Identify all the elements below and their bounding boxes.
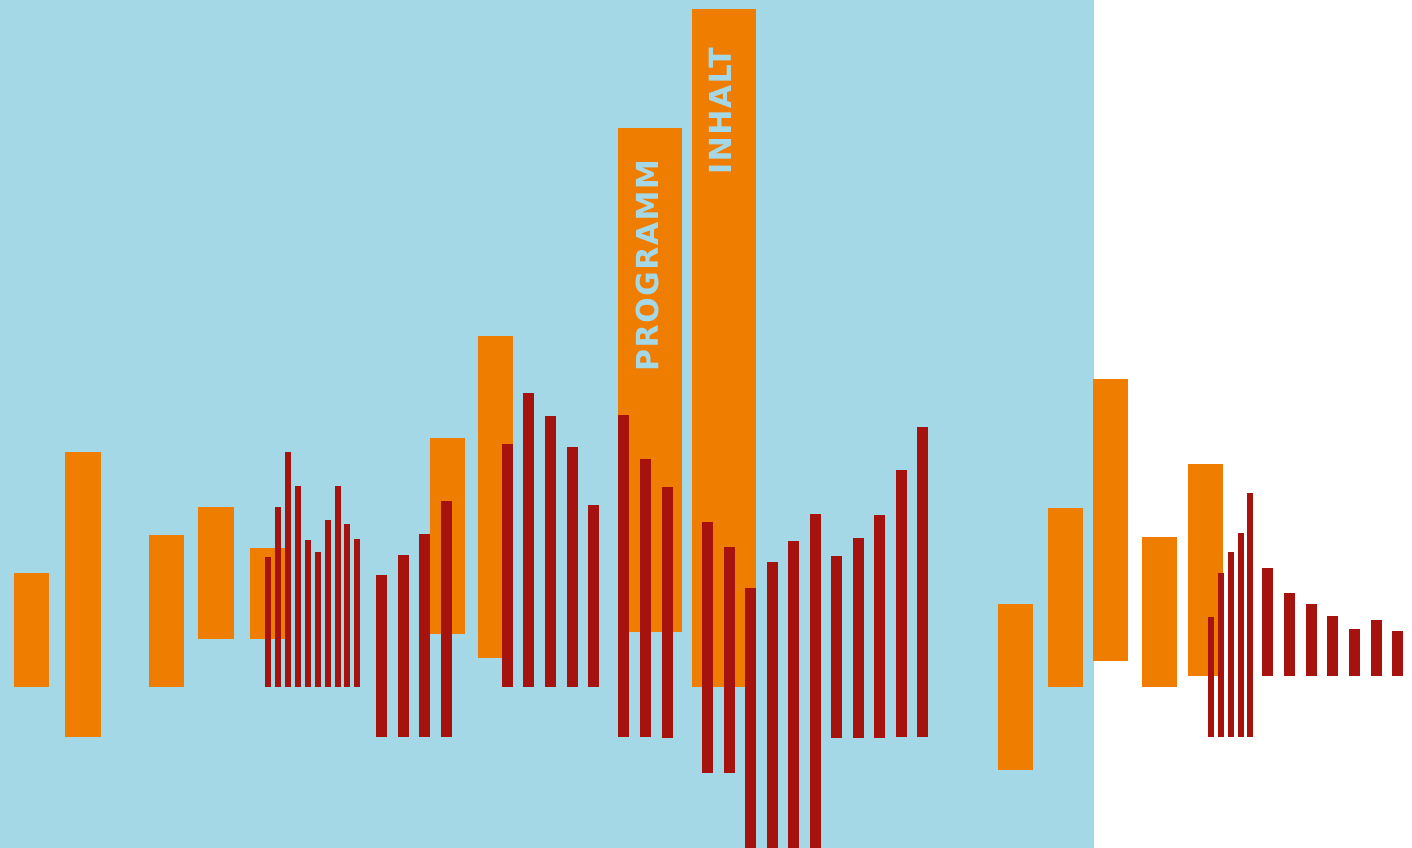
red-bar-40 <box>1284 593 1295 676</box>
nav-link-programm-label: PROGRAMM <box>631 157 666 371</box>
red-bar-8 <box>335 486 341 687</box>
red-bar-32 <box>896 470 907 737</box>
red-bar-2 <box>275 507 281 687</box>
red-bar-19 <box>588 505 599 687</box>
red-bar-5 <box>305 540 311 687</box>
red-bar-35 <box>1218 573 1224 737</box>
orange-bar-2 <box>65 452 101 737</box>
red-bar-36 <box>1228 552 1234 737</box>
red-bar-41 <box>1306 604 1317 676</box>
orange-bar-11 <box>1048 508 1083 687</box>
red-bar-27 <box>788 541 799 848</box>
red-bar-23 <box>702 522 713 773</box>
red-bar-29 <box>831 556 842 738</box>
orange-bar-1 <box>14 573 49 687</box>
orange-bar-13 <box>1142 537 1177 687</box>
red-bar-31 <box>874 515 885 738</box>
orange-bar-10 <box>998 604 1033 770</box>
red-bar-17 <box>545 416 556 687</box>
red-bar-30 <box>853 538 864 738</box>
orange-bar-3 <box>149 535 184 687</box>
nav-link-inhalt[interactable]: INHALT <box>704 46 741 174</box>
red-bar-18 <box>567 447 578 687</box>
red-bar-3 <box>285 452 291 687</box>
red-bar-38 <box>1247 493 1253 737</box>
red-bar-10 <box>354 539 360 687</box>
red-bar-15 <box>502 444 513 687</box>
red-bar-25 <box>745 588 756 848</box>
red-bar-43 <box>1349 629 1360 676</box>
nav-link-programm[interactable]: PROGRAMM <box>631 157 668 370</box>
red-bar-6 <box>315 552 321 687</box>
orange-bar-12 <box>1093 379 1128 661</box>
red-bar-13 <box>419 534 430 737</box>
red-bar-1 <box>265 557 271 687</box>
red-bar-45 <box>1392 631 1403 676</box>
nav-link-inhalt-label: INHALT <box>704 45 739 175</box>
red-bar-42 <box>1327 616 1338 676</box>
red-bar-21 <box>640 459 651 737</box>
orange-bar-14 <box>1188 464 1223 676</box>
red-bar-44 <box>1371 620 1382 676</box>
red-bar-16 <box>523 393 534 687</box>
red-bar-24 <box>724 547 735 773</box>
red-bar-9 <box>344 524 350 687</box>
red-bar-33 <box>917 427 928 737</box>
red-bar-26 <box>767 562 778 848</box>
red-bar-39 <box>1262 568 1273 676</box>
orange-bar-4 <box>198 507 234 639</box>
red-bar-22 <box>662 487 673 738</box>
red-bar-14 <box>441 501 452 737</box>
red-bar-28 <box>810 514 821 848</box>
red-bar-20 <box>618 415 629 737</box>
red-bar-34 <box>1208 617 1214 737</box>
red-bar-12 <box>398 555 409 737</box>
red-bar-37 <box>1238 533 1244 737</box>
red-bar-11 <box>376 575 387 737</box>
red-bar-4 <box>295 486 301 687</box>
red-bar-7 <box>325 520 331 687</box>
